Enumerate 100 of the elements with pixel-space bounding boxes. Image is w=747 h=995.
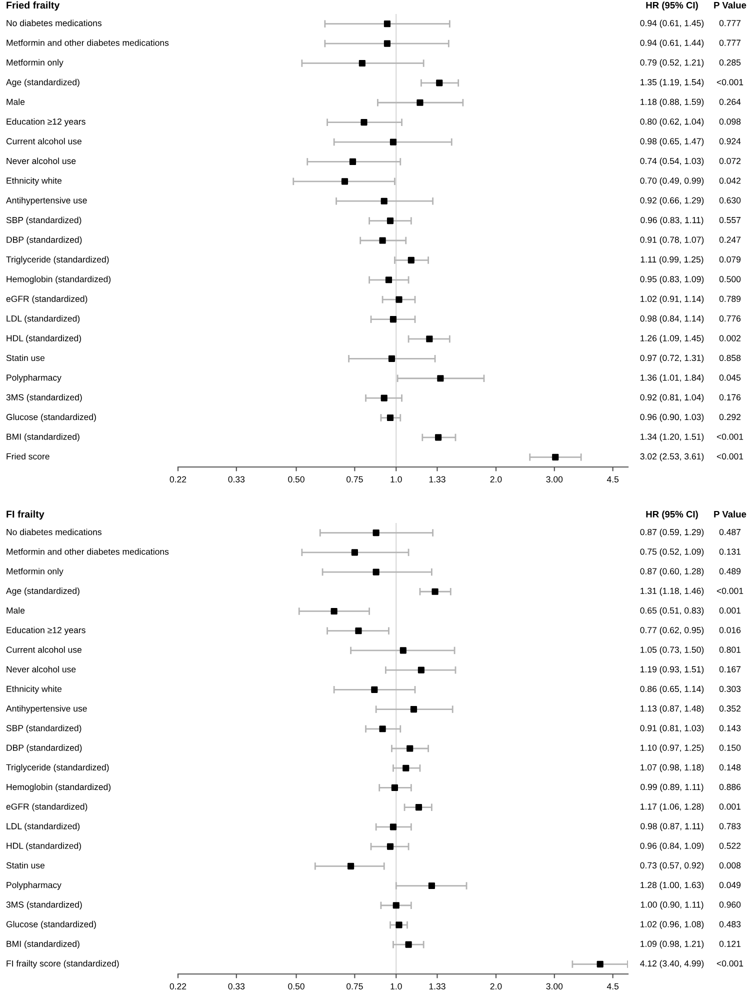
text: 0.303 bbox=[719, 686, 741, 692]
y-tick-label: Metformin and other diabetes medications bbox=[6, 548, 169, 555]
text: <0.001 bbox=[716, 434, 744, 440]
text: 0.777 bbox=[719, 20, 741, 26]
data-label: 0.95 (0.83, 1.09) bbox=[640, 276, 704, 284]
text: 0.247 bbox=[719, 236, 741, 243]
x-tick-label: 0.22 bbox=[170, 476, 186, 482]
y-tick-label: Education ≥12 years bbox=[6, 118, 86, 126]
y-tick-label: Hemoglobin (standardized) bbox=[6, 784, 111, 792]
data-label: 0.70 (0.49, 0.99) bbox=[640, 177, 704, 186]
data-label: 1.02 (0.91, 1.14) bbox=[640, 296, 704, 304]
data-label: 1.34 (1.20, 1.51) bbox=[640, 433, 704, 442]
data-label: 1.31 (1.18, 1.46) bbox=[640, 588, 704, 596]
y-tick-label: eGFR (standardized) bbox=[6, 803, 88, 812]
x-tick-label: 1.0 bbox=[390, 476, 402, 482]
y-tick-label: SBP (standardized) bbox=[6, 216, 82, 225]
point bbox=[386, 218, 394, 224]
data-label: 0.98 (0.65, 1.47) bbox=[640, 138, 704, 146]
data-label: 0.87 (0.60, 1.28) bbox=[640, 568, 704, 576]
y-tick-label: Glucose (standardized) bbox=[6, 920, 96, 930]
text: 0.292 bbox=[719, 414, 741, 420]
data-label: 0.96 (0.84, 1.09) bbox=[640, 842, 704, 851]
data-label: 1.11 (0.99, 1.25) bbox=[640, 256, 704, 264]
text: 0.131 bbox=[719, 548, 741, 555]
text: FI frailty bbox=[6, 510, 44, 520]
text: 0.143 bbox=[719, 725, 741, 732]
point bbox=[385, 276, 392, 284]
y-tick-label: HDL (standardized) bbox=[6, 842, 81, 851]
y-tick-label: BMI (standardized) bbox=[6, 940, 80, 949]
point bbox=[426, 336, 433, 342]
y-tick-label: No diabetes medications bbox=[6, 528, 102, 536]
text: 0.150 bbox=[719, 744, 741, 751]
point bbox=[386, 414, 394, 422]
y-tick-label: LDL (standardized) bbox=[6, 822, 80, 832]
point bbox=[380, 394, 388, 402]
text: 0.176 bbox=[719, 394, 741, 400]
data-label: 0.99 (0.89, 1.11) bbox=[640, 784, 704, 792]
x-tick-label: 0.50 bbox=[288, 476, 304, 482]
point bbox=[380, 198, 388, 204]
y-tick-label: DBP (standardized) bbox=[6, 744, 82, 753]
data-label: 1.36 (1.01, 1.84) bbox=[640, 374, 704, 382]
data-label: 0.92 (0.66, 1.29) bbox=[640, 197, 704, 206]
y-tick-label: Triglyceride (standardized) bbox=[6, 764, 109, 772]
x-tick-label: 1.33 bbox=[429, 983, 446, 990]
data-label: 0.77 (0.62, 0.95) bbox=[640, 626, 704, 635]
data-label: 0.73 (0.57, 0.92) bbox=[640, 862, 704, 870]
text: <0.001 bbox=[716, 588, 744, 594]
text: 0.008 bbox=[719, 862, 741, 868]
y-tick-label: Antihypertensive use bbox=[6, 197, 87, 206]
x-tick-label: 0.22 bbox=[170, 983, 186, 990]
text: P Value bbox=[714, 2, 746, 8]
data-label: 1.05 (0.73, 1.50) bbox=[640, 646, 704, 655]
x-tick-label: 0.33 bbox=[228, 983, 245, 990]
y-tick-label: Age (standardized) bbox=[6, 588, 80, 596]
text: 0.002 bbox=[719, 335, 741, 342]
y-tick-label: BMI (standardized) bbox=[6, 433, 80, 442]
x-tick-label: 3.00 bbox=[546, 476, 563, 482]
y-tick-label: Polypharmacy bbox=[6, 374, 62, 382]
point bbox=[384, 20, 391, 28]
y-tick-label: Metformin only bbox=[6, 568, 64, 576]
text: 0.049 bbox=[719, 882, 741, 888]
x-tick-label: 2.0 bbox=[490, 476, 502, 482]
y-tick-label: Ethnicity white bbox=[6, 686, 62, 694]
text: 0.522 bbox=[719, 842, 741, 849]
x-tick-label: 0.75 bbox=[346, 476, 363, 482]
x-tick-label: 1.33 bbox=[429, 476, 446, 482]
y-tick-label: Fried score bbox=[6, 453, 50, 460]
text: 0.121 bbox=[719, 940, 741, 947]
text: 0.789 bbox=[719, 296, 741, 302]
y-tick-label: Age (standardized) bbox=[6, 78, 80, 88]
data-label: 0.91 (0.81, 1.03) bbox=[640, 724, 704, 733]
data-label: 0.92 (0.81, 1.04) bbox=[640, 394, 704, 402]
text: 0.886 bbox=[719, 784, 741, 790]
y-tick-label: 3MS (standardized) bbox=[6, 394, 82, 402]
point bbox=[390, 316, 397, 323]
text: HR (95% CI) bbox=[646, 2, 698, 10]
data-label: 0.80 (0.62, 1.04) bbox=[640, 118, 704, 126]
x-tick-label: 1.0 bbox=[390, 983, 402, 990]
data-label: 0.94 (0.61, 1.44) bbox=[640, 39, 704, 48]
data-label: 0.94 (0.61, 1.45) bbox=[640, 20, 704, 28]
x-tick-label: 0.33 bbox=[228, 476, 245, 482]
data-label: 0.65 (0.51, 0.83) bbox=[640, 607, 704, 616]
point bbox=[384, 40, 391, 47]
data-label: 4.12 (3.40, 4.99) bbox=[640, 960, 704, 968]
data-label: 0.86 (0.65, 1.14) bbox=[640, 686, 704, 694]
y-tick-label: 3MS (standardized) bbox=[6, 901, 82, 910]
data-label: 1.18 (0.88, 1.59) bbox=[640, 98, 704, 107]
point bbox=[390, 138, 397, 146]
y-tick-label: Hemoglobin (standardized) bbox=[6, 276, 111, 284]
y-tick-label: FI frailty score (standardized) bbox=[6, 960, 119, 968]
data-label: 1.35 (1.19, 1.54) bbox=[640, 78, 704, 88]
text: <0.001 bbox=[716, 453, 744, 460]
point bbox=[388, 355, 396, 362]
data-label: 1.00 (0.90, 1.11) bbox=[640, 901, 704, 910]
y-tick-label: SBP (standardized) bbox=[6, 724, 82, 733]
data-label: 0.96 (0.83, 1.11) bbox=[640, 216, 704, 225]
x-tick-label: 0.75 bbox=[346, 983, 363, 990]
text: 0.960 bbox=[719, 902, 741, 908]
y-tick-label: Antihypertensive use bbox=[6, 705, 87, 714]
text: 0.042 bbox=[719, 178, 741, 184]
